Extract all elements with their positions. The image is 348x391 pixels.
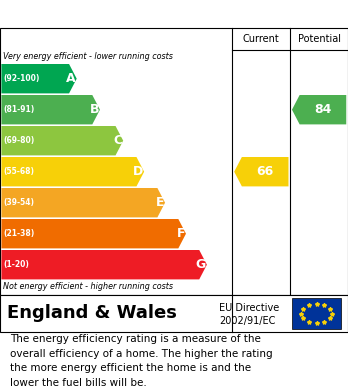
Polygon shape xyxy=(1,126,123,155)
Text: D: D xyxy=(133,165,143,178)
Polygon shape xyxy=(1,95,100,124)
Text: (39-54): (39-54) xyxy=(3,198,34,207)
Polygon shape xyxy=(1,64,77,93)
Text: Energy Efficiency Rating: Energy Efficiency Rating xyxy=(7,7,217,22)
Text: Potential: Potential xyxy=(298,34,341,44)
Polygon shape xyxy=(1,250,207,280)
Text: The energy efficiency rating is a measure of the
overall efficiency of a home. T: The energy efficiency rating is a measur… xyxy=(10,334,273,387)
Text: EU Directive: EU Directive xyxy=(219,303,279,313)
Text: G: G xyxy=(196,258,206,271)
Polygon shape xyxy=(292,95,346,124)
Text: 66: 66 xyxy=(256,165,274,178)
Text: England & Wales: England & Wales xyxy=(7,305,177,323)
Text: E: E xyxy=(156,196,164,209)
Text: (69-80): (69-80) xyxy=(3,136,35,145)
Text: (81-91): (81-91) xyxy=(3,105,35,114)
Text: (1-20): (1-20) xyxy=(3,260,29,269)
FancyBboxPatch shape xyxy=(292,298,341,329)
Text: Very energy efficient - lower running costs: Very energy efficient - lower running co… xyxy=(3,52,173,61)
Text: 84: 84 xyxy=(314,103,332,116)
Polygon shape xyxy=(1,157,144,187)
Text: (55-68): (55-68) xyxy=(3,167,34,176)
Text: Current: Current xyxy=(243,34,280,44)
Polygon shape xyxy=(234,157,288,187)
Polygon shape xyxy=(1,188,165,217)
Text: F: F xyxy=(176,227,185,240)
Text: 2002/91/EC: 2002/91/EC xyxy=(219,316,276,326)
Text: C: C xyxy=(113,134,122,147)
Text: (21-38): (21-38) xyxy=(3,229,35,238)
Text: A: A xyxy=(66,72,76,85)
Text: (92-100): (92-100) xyxy=(3,74,40,83)
Polygon shape xyxy=(1,219,186,248)
Text: Not energy efficient - higher running costs: Not energy efficient - higher running co… xyxy=(3,282,174,291)
Text: B: B xyxy=(89,103,99,116)
